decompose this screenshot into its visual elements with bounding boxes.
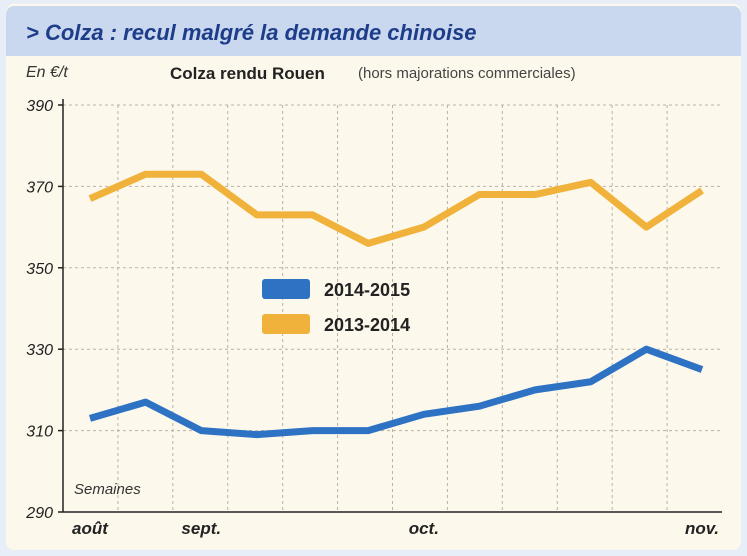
y-tick-label: 310 [26,424,53,441]
legend-label: 2014-2015 [324,280,410,300]
x-tick-label: nov. [685,519,719,538]
series-line-2014-2015 [89,345,704,439]
legend-swatch [262,314,310,334]
y-axis-unit-label: En €/t [26,64,68,81]
chart-subtitle: (hors majorations commerciales) [358,65,576,82]
y-tick-label: 390 [26,98,53,115]
x-tick-label: oct. [409,519,439,538]
chart-title: Colza rendu Rouen [170,64,325,83]
x-tick-label: sept. [181,519,221,538]
series-line-2013-2014 [88,170,704,247]
legend-label: 2013-2014 [324,315,410,335]
x-axis-label: Semaines [74,481,141,498]
y-tick-label: 330 [26,342,53,359]
y-tick-label: 350 [26,261,53,278]
y-tick-label: 370 [26,179,53,196]
y-tick-label: 290 [25,505,53,522]
x-tick-label: août [72,519,109,538]
banner-title: > Colza : recul malgré la demande chinoi… [26,20,477,45]
banner: > Colza : recul malgré la demande chinoi… [6,6,741,56]
legend-swatch [262,279,310,299]
